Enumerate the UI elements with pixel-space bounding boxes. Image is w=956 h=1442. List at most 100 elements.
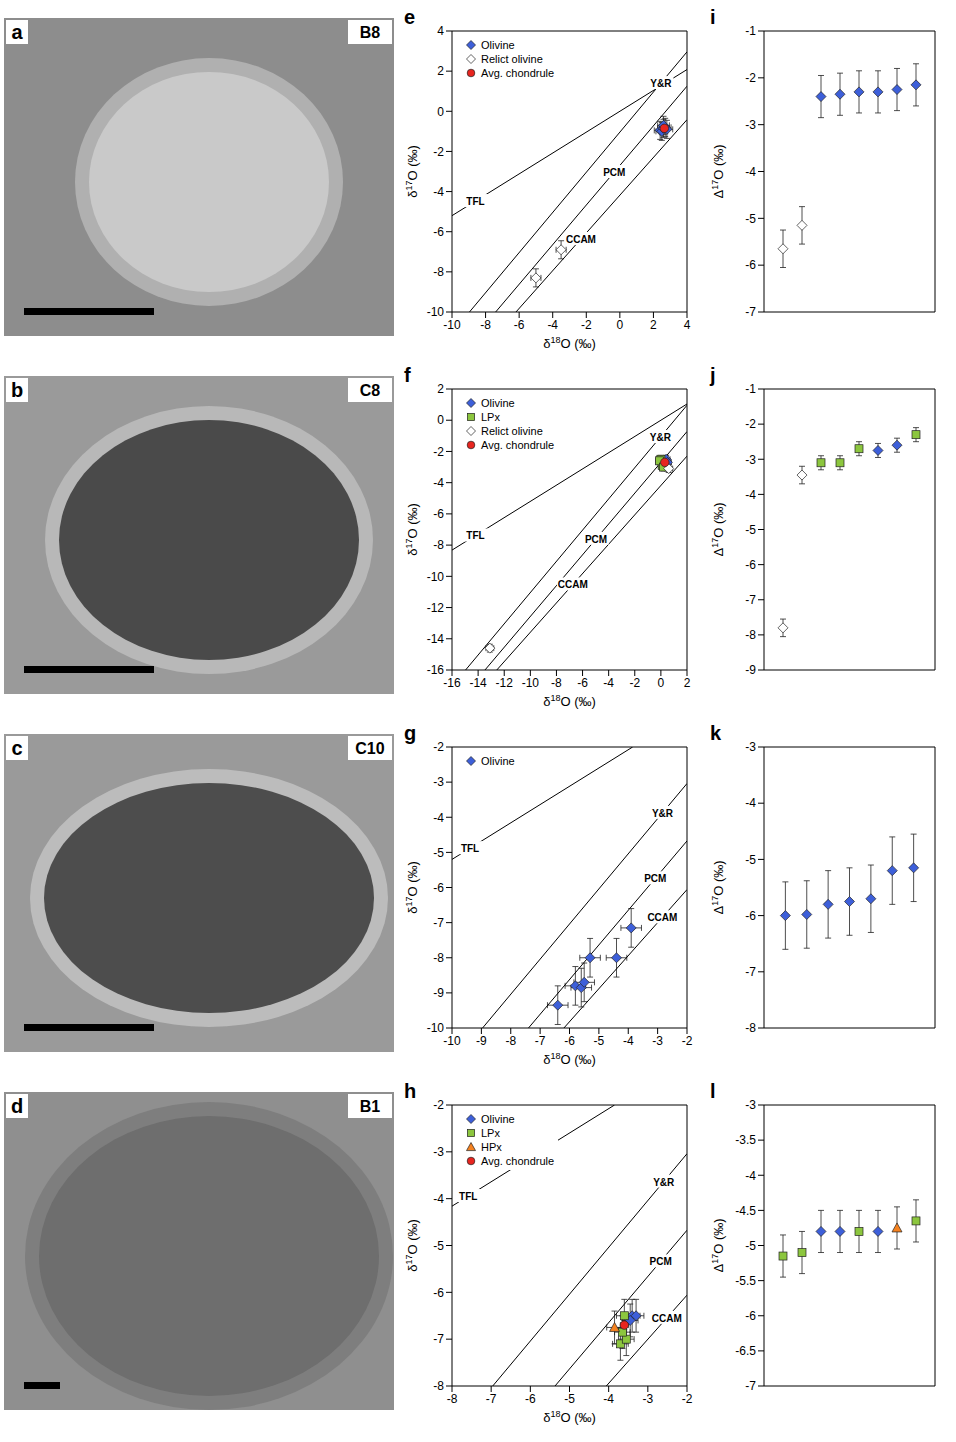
svg-text:-6: -6 <box>433 1286 444 1300</box>
svg-text:CCAM: CCAM <box>652 1313 682 1324</box>
svg-text:-6: -6 <box>433 225 444 239</box>
svg-text:-8: -8 <box>433 951 444 965</box>
svg-text:-5: -5 <box>433 1239 444 1253</box>
svg-text:Y&R: Y&R <box>650 432 672 443</box>
svg-text:-9: -9 <box>476 1034 487 1048</box>
svg-text:δ17O (‰): δ17O (‰) <box>404 1219 420 1272</box>
svg-text:Δ17O (‰): Δ17O (‰) <box>710 1218 726 1272</box>
svg-text:-5.5: -5.5 <box>735 1274 756 1288</box>
svg-text:-3: -3 <box>745 740 756 754</box>
svg-text:-4: -4 <box>433 1192 444 1206</box>
svg-text:-6: -6 <box>745 909 756 923</box>
svg-text:-2: -2 <box>745 417 756 431</box>
svg-text:δ18O (‰): δ18O (‰) <box>543 335 596 351</box>
svg-text:4: 4 <box>684 318 691 332</box>
svg-text:2: 2 <box>650 318 657 332</box>
svg-text:-4: -4 <box>745 165 756 179</box>
svg-text:-2: -2 <box>433 1098 444 1112</box>
svg-text:-8: -8 <box>433 538 444 552</box>
svg-text:-3: -3 <box>745 453 756 467</box>
svg-text:Δ17O (‰): Δ17O (‰) <box>710 860 726 914</box>
svg-text:-8: -8 <box>447 1392 458 1406</box>
svg-text:-5: -5 <box>564 1392 575 1406</box>
svg-text:-4: -4 <box>745 796 756 810</box>
svg-text:-3: -3 <box>433 775 444 789</box>
svg-text:δ17O (‰): δ17O (‰) <box>404 145 420 198</box>
svg-text:-7: -7 <box>745 593 756 607</box>
svg-text:PCM: PCM <box>644 873 666 884</box>
svg-text:2: 2 <box>437 382 444 396</box>
svg-text:-7: -7 <box>745 965 756 979</box>
svg-text:-4: -4 <box>433 476 444 490</box>
svg-text:-3.5: -3.5 <box>735 1133 756 1147</box>
svg-text:2: 2 <box>437 64 444 78</box>
svg-text:-10: -10 <box>443 1034 461 1048</box>
svg-text:-2: -2 <box>682 1034 693 1048</box>
svg-text:TFL: TFL <box>461 843 479 854</box>
svg-text:-2: -2 <box>581 318 592 332</box>
svg-text:-5: -5 <box>745 853 756 867</box>
svg-text:Δ17O (‰): Δ17O (‰) <box>710 502 726 556</box>
svg-text:Y&R: Y&R <box>650 78 672 89</box>
svg-text:CCAM: CCAM <box>647 912 677 923</box>
svg-text:-8: -8 <box>745 1021 756 1035</box>
svg-text:c: c <box>11 737 22 759</box>
svg-text:2: 2 <box>684 676 691 690</box>
svg-text:CCAM: CCAM <box>558 579 588 590</box>
svg-text:PCM: PCM <box>585 534 607 545</box>
svg-text:-6: -6 <box>525 1392 536 1406</box>
svg-text:-1: -1 <box>745 24 756 38</box>
svg-text:PCM: PCM <box>649 1256 671 1267</box>
svg-text:B1: B1 <box>360 1098 381 1115</box>
svg-text:-4: -4 <box>745 488 756 502</box>
svg-text:-6: -6 <box>514 318 525 332</box>
svg-text:-8: -8 <box>505 1034 516 1048</box>
svg-text:-6: -6 <box>745 258 756 272</box>
svg-text:-6.5: -6.5 <box>735 1344 756 1358</box>
svg-text:-1: -1 <box>745 382 756 396</box>
svg-text:-7: -7 <box>433 1332 444 1346</box>
svg-text:-7: -7 <box>486 1392 497 1406</box>
svg-text:-2: -2 <box>433 445 444 459</box>
svg-text:-4.5: -4.5 <box>735 1204 756 1218</box>
svg-text:C8: C8 <box>360 382 381 399</box>
svg-text:-3: -3 <box>652 1034 663 1048</box>
svg-text:-4: -4 <box>433 185 444 199</box>
svg-text:Δ17O (‰): Δ17O (‰) <box>710 144 726 198</box>
svg-text:-3: -3 <box>642 1392 653 1406</box>
svg-text:-2: -2 <box>433 145 444 159</box>
svg-text:Y&R: Y&R <box>653 1177 675 1188</box>
svg-text:-5: -5 <box>745 212 756 226</box>
svg-text:-2: -2 <box>433 740 444 754</box>
svg-text:-8: -8 <box>551 676 562 690</box>
svg-text:-7: -7 <box>745 1379 756 1393</box>
svg-text:Y&R: Y&R <box>652 808 674 819</box>
svg-text:-4: -4 <box>547 318 558 332</box>
svg-text:d: d <box>11 1095 23 1117</box>
svg-text:-5: -5 <box>433 846 444 860</box>
svg-text:C10: C10 <box>355 740 384 757</box>
svg-text:0: 0 <box>437 105 444 119</box>
svg-text:-6: -6 <box>433 881 444 895</box>
svg-text:δ18O (‰): δ18O (‰) <box>543 1409 596 1425</box>
svg-text:-10: -10 <box>522 676 540 690</box>
svg-text:-14: -14 <box>427 632 445 646</box>
svg-text:PCM: PCM <box>603 167 625 178</box>
svg-text:-4: -4 <box>745 1169 756 1183</box>
svg-text:-9: -9 <box>433 986 444 1000</box>
svg-text:-8: -8 <box>433 1379 444 1393</box>
svg-text:TFL: TFL <box>459 1191 477 1202</box>
svg-text:-8: -8 <box>433 265 444 279</box>
svg-text:-6: -6 <box>564 1034 575 1048</box>
svg-text:-2: -2 <box>682 1392 693 1406</box>
svg-text:-6: -6 <box>433 507 444 521</box>
svg-text:-8: -8 <box>745 628 756 642</box>
svg-text:-2: -2 <box>629 676 640 690</box>
svg-text:-7: -7 <box>433 916 444 930</box>
svg-text:a: a <box>11 21 23 43</box>
svg-text:-5: -5 <box>594 1034 605 1048</box>
svg-text:-6: -6 <box>745 558 756 572</box>
svg-text:-9: -9 <box>745 663 756 677</box>
svg-text:-3: -3 <box>745 118 756 132</box>
svg-text:-3: -3 <box>433 1145 444 1159</box>
